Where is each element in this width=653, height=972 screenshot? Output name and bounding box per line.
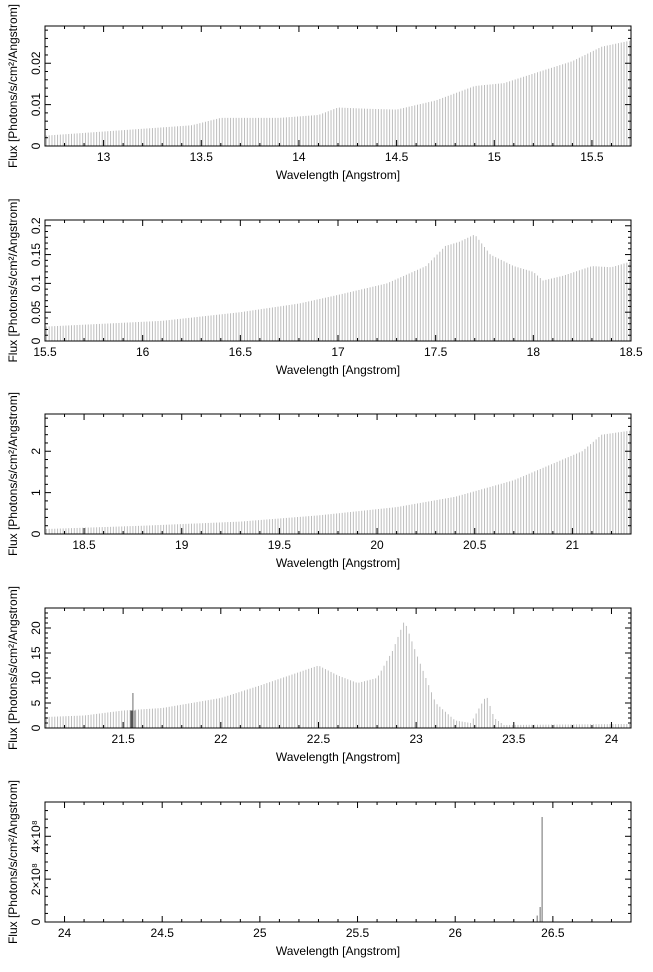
- y-tick-label: 1: [29, 489, 43, 496]
- spectrum-bars: [45, 235, 631, 341]
- y-tick-label: 0: [29, 530, 43, 537]
- x-tick-label: 24.5: [151, 926, 175, 940]
- y-tick-label: 0: [29, 142, 43, 149]
- y-axis-label: Flux [Photons/s/cm²/Angstrom]: [6, 198, 20, 362]
- y-tick-label: 0.02: [29, 51, 43, 75]
- x-ticks: [44, 608, 632, 728]
- x-tick-label: 25.5: [346, 926, 370, 940]
- plot-frame: [44, 801, 632, 923]
- x-ticks: [44, 414, 632, 534]
- x-tick-label: 13.5: [190, 150, 214, 164]
- y-tick-label: 15: [29, 646, 43, 660]
- chart-panel-1: 13 13.5 14 14.5 15 15.5 0 0.01 0.02 Wavelength [A…: [6, 4, 632, 182]
- x-tick-label: 14.5: [385, 150, 409, 164]
- x-axis-label: Wavelength [Angstrom]: [276, 750, 400, 764]
- y-axis-label: Flux [Photons/s/cm²/Angstrom]: [6, 392, 20, 556]
- y-tick-label: 0: [29, 918, 43, 925]
- y-tick-label: 5: [29, 699, 43, 706]
- x-tick-label: 18: [527, 345, 541, 359]
- x-tick-label: 16.5: [229, 345, 253, 359]
- y-tick-label: 20: [29, 621, 43, 635]
- y-ticks: [45, 29, 631, 147]
- y-axis-label: Flux [Photons/s/cm²/Angstrom]: [6, 780, 20, 944]
- x-tick-label: 14: [292, 150, 306, 164]
- x-axis-label: Wavelength [Angstrom]: [276, 556, 400, 570]
- x-tick-label: 18.5: [619, 345, 643, 359]
- x-tick-label: 15.5: [580, 150, 604, 164]
- x-axis-label: Wavelength [Angstrom]: [276, 168, 400, 182]
- x-tick-label: 20: [370, 538, 384, 552]
- y-tick-label: 2×10⁸: [29, 863, 43, 895]
- x-ticks: [44, 220, 632, 341]
- x-tick-label: 24: [605, 732, 619, 746]
- y-ticks: [45, 607, 631, 729]
- x-axis-label: Wavelength [Angstrom]: [276, 944, 400, 958]
- x-tick-label: 15: [488, 150, 502, 164]
- x-tick-label: 22.5: [307, 732, 331, 746]
- x-tick-label: 18.5: [72, 538, 96, 552]
- x-tick-label: 21: [566, 538, 580, 552]
- x-tick-label: 22: [214, 732, 228, 746]
- x-tick-label: 23: [409, 732, 423, 746]
- y-axis-label: Flux [Photons/s/cm²/Angstrom]: [6, 586, 20, 750]
- x-tick-label: 26.5: [541, 926, 565, 940]
- x-tick-label: 21.5: [111, 732, 135, 746]
- x-tick-label: 15.5: [33, 345, 57, 359]
- spectrum-marker-bar: [130, 710, 134, 728]
- spectrum-bars: [45, 40, 631, 146]
- y-tick-label: 0.1: [29, 275, 43, 292]
- x-tick-label: 16: [136, 345, 150, 359]
- x-ticks: [44, 26, 632, 146]
- y-tick-label: 0.2: [29, 217, 43, 234]
- y-tick-label: 0: [29, 337, 43, 344]
- x-tick-label: 13: [97, 150, 111, 164]
- x-tick-label: 17.5: [424, 345, 448, 359]
- y-tick-label: 0.15: [29, 243, 43, 267]
- chart-panel-2: 15.5 16 16.5 17 17.5 18 18.5 0 0.05 0.1 0.15 0.2 Wav…: [6, 198, 643, 377]
- x-tick-label: 26: [449, 926, 463, 940]
- x-axis-label: Wavelength [Angstrom]: [276, 363, 400, 377]
- x-tick-label: 24: [58, 926, 72, 940]
- y-tick-label: 10: [29, 671, 43, 685]
- y-tick-label: 0.05: [29, 300, 43, 324]
- y-tick-label: 4×10⁸: [29, 820, 43, 852]
- y-axis-label: Flux [Photons/s/cm²/Angstrom]: [6, 4, 20, 168]
- x-tick-label: 23.5: [502, 732, 526, 746]
- x-ticks: [44, 802, 632, 922]
- y-tick-label: 0: [29, 724, 43, 731]
- chart-panel-4: 21.5 22 22.5 23 23.5 24 0 5 10 15 20 Wavelength [An…: [6, 586, 632, 764]
- spectrum-bars: [45, 622, 631, 728]
- chart-panel-5: 24 24.5 25 25.5 26 26.5 0 2×10⁸ 4×10⁸ Wavelength …: [6, 780, 632, 958]
- x-tick-label: 17: [331, 345, 345, 359]
- y-ticks: [45, 801, 631, 923]
- spectrum-bars: [45, 430, 631, 534]
- x-tick-label: 25: [253, 926, 267, 940]
- y-ticks: [45, 219, 631, 342]
- chart-panel-3: 18.5 19 19.5 20 20.5 21 0 1 2 Wavelength [Angstro…: [6, 392, 632, 570]
- y-tick-label: 2: [29, 448, 43, 455]
- x-tick-label: 19: [175, 538, 189, 552]
- x-tick-label: 19.5: [268, 538, 292, 552]
- y-tick-label: 0.01: [29, 93, 43, 117]
- x-tick-label: 20.5: [463, 538, 487, 552]
- y-ticks: [45, 417, 631, 535]
